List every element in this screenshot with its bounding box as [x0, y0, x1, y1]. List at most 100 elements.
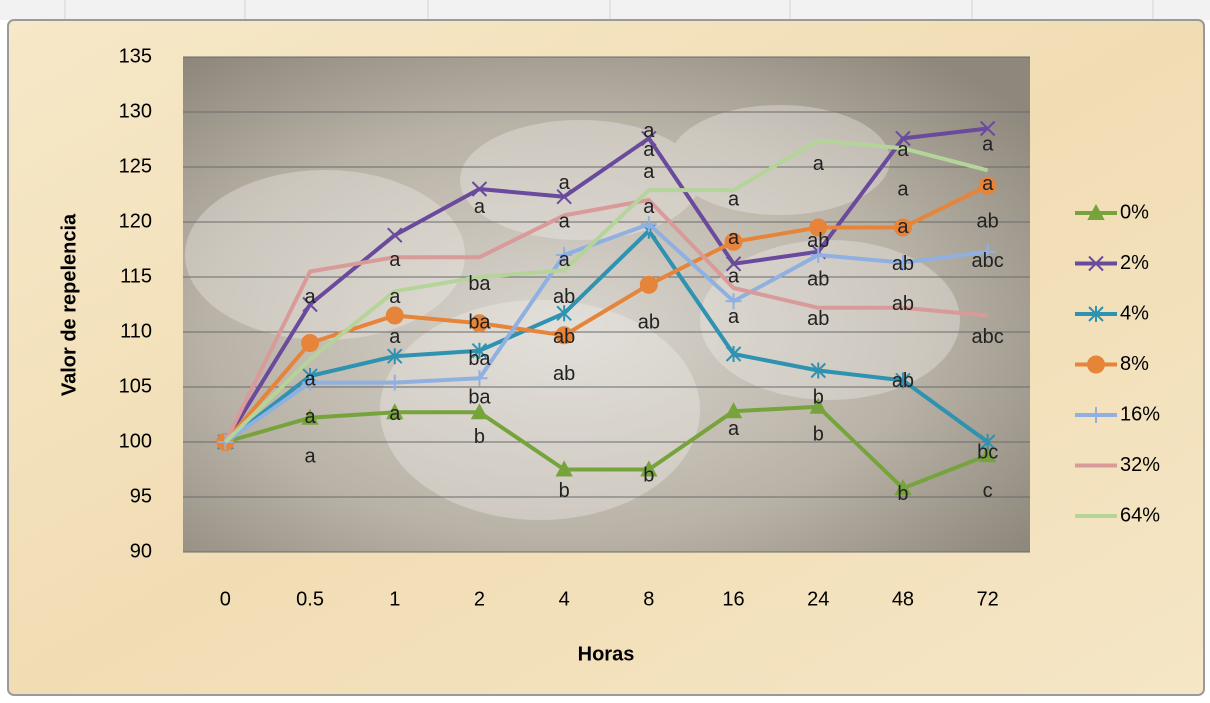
marker — [556, 247, 573, 263]
marker — [471, 342, 488, 359]
x-tick-label: 24 — [807, 588, 829, 610]
marker — [640, 460, 658, 477]
annotation: ab — [553, 326, 575, 348]
marker — [979, 434, 996, 450]
legend-marker — [1087, 355, 1105, 374]
marker — [301, 408, 319, 425]
series: 4% — [217, 222, 1149, 450]
annotation: a — [643, 161, 655, 183]
annotation: ab — [553, 286, 575, 308]
annotation: ab — [638, 311, 660, 333]
annotation: ab — [807, 230, 829, 252]
series-line — [224, 404, 989, 491]
marker — [639, 275, 658, 294]
marker — [810, 247, 827, 263]
series-line — [223, 183, 989, 444]
legend-marker — [1088, 407, 1104, 423]
annotation: ab — [807, 308, 829, 330]
y-tick-label: 110 — [120, 320, 152, 342]
x-axis-title: Horas — [578, 643, 635, 665]
marker — [725, 346, 742, 362]
y-tick-label: 120 — [119, 210, 152, 232]
x-tick-label: 8 — [643, 588, 654, 610]
x-tick-label: 16 — [722, 588, 744, 610]
marker — [724, 402, 743, 419]
annotation: ab — [892, 253, 914, 275]
marker — [725, 256, 742, 272]
marker — [385, 306, 404, 325]
series-line — [223, 126, 988, 444]
x-tick-label: 2 — [474, 588, 485, 610]
marker — [895, 372, 911, 389]
annotation: a — [897, 178, 909, 200]
x-tick-label: 48 — [892, 588, 914, 610]
annotation: a — [813, 153, 825, 175]
marker — [724, 232, 743, 251]
marker — [387, 348, 403, 365]
x-tick-label: 0 — [220, 588, 231, 610]
legend-label: 8% — [1120, 353, 1149, 375]
annotation: ba — [468, 348, 491, 370]
legend-label: 32% — [1120, 454, 1160, 476]
annotation: abc — [972, 250, 1004, 272]
marker — [471, 181, 488, 197]
marker — [302, 374, 319, 391]
legend-label: 2% — [1120, 252, 1149, 274]
annotation: b — [559, 480, 570, 502]
marker — [979, 243, 996, 260]
marker — [895, 130, 911, 147]
annotation: b — [813, 424, 824, 446]
marker — [979, 120, 996, 137]
annotation: a — [389, 326, 401, 348]
marker — [893, 218, 912, 237]
annotation: a — [304, 446, 316, 468]
annotation: ba — [468, 273, 491, 295]
annotation: a — [559, 210, 571, 232]
legend-label: 0% — [1120, 201, 1149, 223]
annotation: bc — [977, 441, 998, 463]
marker — [810, 362, 826, 379]
annotation: a — [304, 286, 316, 308]
annotation: a — [728, 418, 740, 440]
legend-label: 16% — [1120, 403, 1160, 425]
annotation: a — [389, 286, 401, 308]
marker — [555, 460, 573, 477]
annotation: ab — [892, 293, 914, 315]
annotation: a — [474, 196, 486, 218]
annotation: ba — [468, 311, 491, 333]
annotation: a — [304, 406, 316, 428]
annotation: ab — [807, 269, 829, 291]
series: 0% — [216, 201, 1149, 496]
annotation: a — [304, 369, 316, 391]
series-line — [223, 138, 989, 444]
marker — [556, 188, 572, 205]
annotation: a — [643, 120, 655, 142]
y-tick-label: 100 — [119, 430, 152, 452]
x-tick-label: 4 — [559, 588, 570, 610]
legend-label: 4% — [1120, 302, 1149, 324]
marker — [387, 227, 403, 243]
annotation: a — [982, 133, 994, 155]
marker — [978, 446, 997, 463]
annotation: a — [982, 173, 994, 195]
marker — [809, 218, 828, 237]
annotation: a — [728, 227, 740, 249]
annotation: ab — [977, 210, 999, 232]
marker — [894, 254, 911, 271]
legend-marker — [1087, 203, 1105, 220]
marker — [386, 374, 403, 391]
annotation: b — [643, 464, 654, 486]
marker — [556, 305, 572, 322]
marker — [641, 130, 657, 147]
annotation: ab — [892, 370, 914, 392]
series-line — [224, 222, 988, 444]
annotation: c — [983, 480, 993, 502]
marker — [470, 314, 489, 333]
annotation: a — [728, 306, 740, 328]
y-tick-label: 115 — [120, 265, 152, 287]
marker — [471, 370, 488, 387]
annotation: ab — [553, 363, 575, 385]
marker — [894, 479, 912, 496]
annotation: a — [643, 139, 655, 161]
